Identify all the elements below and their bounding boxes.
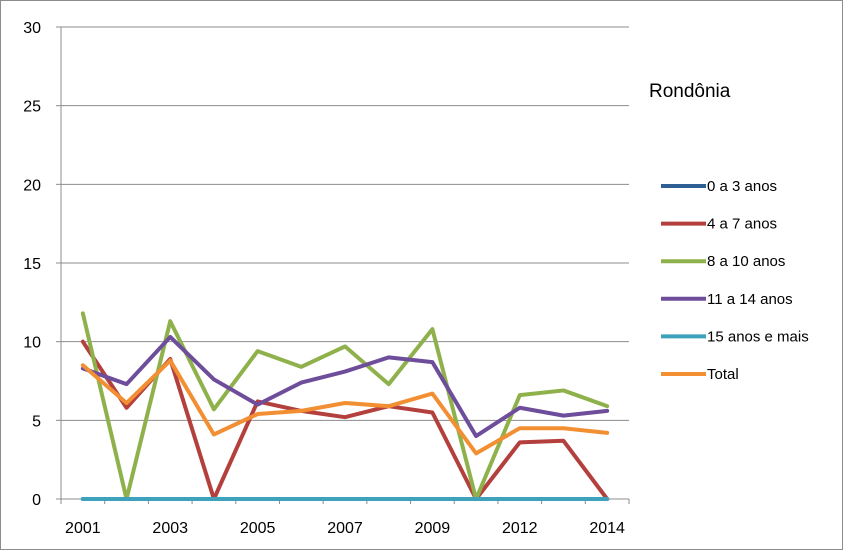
data-point	[562, 427, 564, 429]
data-point	[606, 498, 608, 500]
data-point	[82, 312, 84, 314]
data-point	[82, 341, 84, 343]
legend-label: 0 a 3 anos	[707, 178, 777, 195]
x-tick-label: 2007	[327, 520, 363, 537]
data-point	[475, 435, 477, 437]
y-tick-label: 15	[23, 256, 41, 273]
data-point	[519, 407, 521, 409]
data-point	[344, 371, 346, 373]
data-point	[169, 320, 171, 322]
data-point	[431, 328, 433, 330]
data-point	[126, 383, 128, 385]
data-point	[213, 433, 215, 435]
data-point	[82, 364, 84, 366]
data-point	[388, 383, 390, 385]
data-point	[388, 405, 390, 407]
legend-label: 11 a 14 anos	[707, 291, 793, 308]
data-point	[82, 498, 84, 500]
data-point	[562, 415, 564, 417]
data-point	[431, 393, 433, 395]
data-point	[344, 402, 346, 404]
y-tick-labels: 0 5 10 15 20 25 30	[23, 20, 41, 509]
data-point	[126, 498, 128, 500]
data-point	[257, 404, 259, 406]
data-point	[606, 405, 608, 407]
data-point	[519, 394, 521, 396]
data-point	[519, 441, 521, 443]
y-tick-label: 20	[23, 177, 41, 194]
data-point	[213, 378, 215, 380]
legend-label: 15 anos e mais	[707, 328, 809, 345]
data-point	[344, 345, 346, 347]
data-point	[606, 410, 608, 412]
data-point	[169, 360, 171, 362]
data-point	[475, 498, 477, 500]
data-point	[562, 389, 564, 391]
y-tick-label: 30	[23, 20, 41, 37]
data-point	[300, 366, 302, 368]
data-point	[562, 440, 564, 442]
data-point	[475, 452, 477, 454]
data-point	[431, 498, 433, 500]
x-tick-label: 2001	[65, 520, 101, 537]
data-point	[388, 356, 390, 358]
data-point	[344, 498, 346, 500]
data-point	[257, 400, 259, 402]
data-point	[257, 498, 259, 500]
data-point	[126, 407, 128, 409]
x-tick-label: 2014	[589, 520, 625, 537]
y-tick-label: 0	[32, 492, 41, 509]
data-point	[519, 498, 521, 500]
data-point	[606, 432, 608, 434]
legend-label: 8 a 10 anos	[707, 253, 785, 270]
legend-label: Total	[707, 366, 739, 383]
y-tick-label: 25	[23, 99, 41, 116]
data-point	[213, 498, 215, 500]
data-point	[257, 350, 259, 352]
y-tick-label: 10	[23, 335, 41, 352]
x-tick-label: 2005	[240, 520, 276, 537]
data-point	[300, 410, 302, 412]
y-tick-label: 5	[32, 413, 41, 430]
data-point	[82, 367, 84, 369]
data-point	[300, 382, 302, 384]
data-point	[300, 498, 302, 500]
x-tick-label: 2003	[152, 520, 188, 537]
data-point	[431, 361, 433, 363]
x-tick-labels: 2001 2003 2005 2007 2009 2012 2014	[65, 520, 625, 537]
data-point	[126, 402, 128, 404]
x-tick-label: 2009	[415, 520, 451, 537]
data-point	[431, 411, 433, 413]
series-line	[80, 358, 610, 456]
data-point	[213, 408, 215, 410]
chart-title: Rondônia	[649, 81, 731, 102]
data-point	[257, 413, 259, 415]
data-point	[388, 498, 390, 500]
data-point	[344, 416, 346, 418]
data-point	[519, 427, 521, 429]
x-tick-label: 2012	[502, 520, 538, 537]
data-point	[169, 336, 171, 338]
data-point	[562, 498, 564, 500]
series-lines	[80, 311, 610, 501]
data-point	[169, 498, 171, 500]
legend: 0 a 3 anos 4 a 7 anos 8 a 10 anos 11 a 14 a…	[661, 178, 809, 383]
gridlines	[61, 26, 629, 421]
legend-label: 4 a 7 anos	[707, 216, 777, 233]
